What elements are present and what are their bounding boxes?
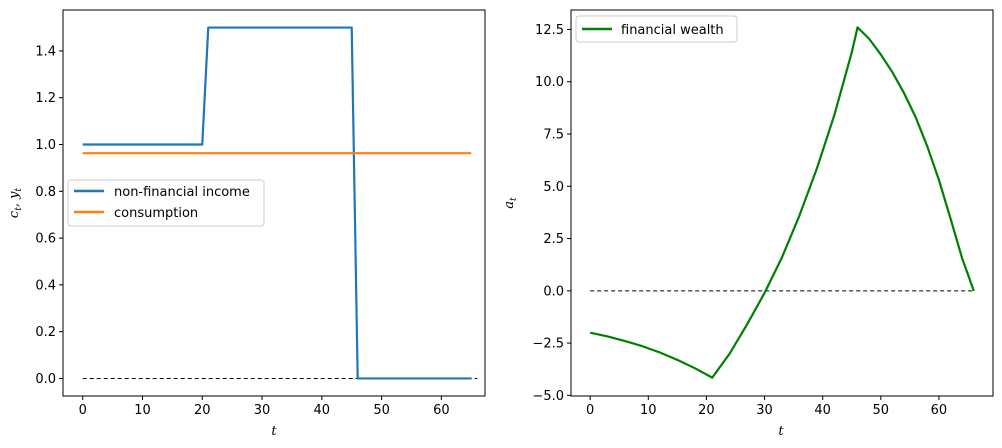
left-x-tick-label: 60	[433, 403, 450, 418]
right-y-tick-label: 0.0	[543, 284, 564, 299]
right-plot-frame	[570, 9, 994, 397]
right-legend-box	[575, 15, 738, 43]
right-y-tick-label: 7.5	[543, 127, 564, 142]
left-x-tick-label: 30	[254, 403, 271, 418]
right-y-tick-label: −2.5	[532, 337, 564, 352]
right-legend-label-wealth: financial wealth	[621, 23, 724, 38]
left-plot-frame	[62, 9, 486, 397]
right-chart: 0 10 20 30 40 50 60 −5.0 −2.5 0.0 2.5 5.0 7.5 10.0 12…	[502, 9, 994, 439]
right-y-tick-label: 12.5	[535, 23, 564, 38]
right-series-group	[589, 26, 975, 379]
right-y-axis-ticks: −5.0 −2.5 0.0 2.5 5.0 7.5 10.0 12.5	[532, 23, 571, 404]
right-x-axis-label: t	[778, 424, 784, 439]
left-series-line-0	[82, 26, 472, 380]
right-y-axis-label: at	[502, 197, 519, 209]
right-x-axis-ticks: 0 10 20 30 40 50 60	[586, 396, 947, 418]
left-chart: 0 10 20 30 40 50 60 0.0 0.2 0.4 0.6 0.8 1.0 1.2 1.4 t…	[7, 9, 486, 439]
left-x-axis-ticks: 0 10 20 30 40 50 60	[79, 396, 450, 418]
left-x-tick-label: 0	[79, 403, 87, 418]
left-legend-label-income: non-financial income	[114, 185, 250, 200]
right-y-tick-label: 2.5	[543, 232, 564, 247]
left-y-tick-label: 1.4	[35, 44, 56, 59]
left-y-axis-label: ct, yt	[7, 188, 24, 219]
right-x-tick-label: 0	[586, 403, 594, 418]
left-x-tick-label: 40	[314, 403, 331, 418]
left-y-tick-label: 0.8	[35, 185, 56, 200]
right-series-line-0	[589, 26, 975, 379]
left-y-tick-label: 0.4	[35, 278, 56, 293]
right-x-tick-label: 50	[873, 403, 890, 418]
left-y-tick-label: 0.2	[35, 325, 56, 340]
right-x-tick-label: 60	[931, 403, 948, 418]
left-x-axis-label: t	[271, 424, 277, 439]
left-y-tick-label: 0.0	[35, 372, 56, 387]
left-x-tick-label: 20	[194, 403, 211, 418]
right-y-tick-label: 10.0	[535, 75, 564, 90]
left-y-tick-label: 1.2	[35, 91, 56, 106]
right-x-tick-label: 10	[640, 403, 657, 418]
left-y-tick-label: 1.0	[35, 138, 56, 153]
left-legend-label-consumption: consumption	[114, 206, 198, 221]
right-y-tick-label: −5.0	[532, 389, 564, 404]
left-y-tick-label: 0.6	[35, 232, 56, 247]
left-y-axis-ticks: 0.0 0.2 0.4 0.6 0.8 1.0 1.2 1.4	[35, 44, 63, 387]
right-x-tick-label: 40	[814, 403, 831, 418]
right-legend: financial wealth	[575, 15, 738, 43]
left-x-tick-label: 50	[373, 403, 390, 418]
left-legend-box	[67, 179, 265, 227]
right-x-tick-label: 30	[756, 403, 773, 418]
right-y-tick-label: 5.0	[543, 180, 564, 195]
right-x-tick-label: 20	[698, 403, 715, 418]
left-legend: non-financial income consumption	[67, 179, 265, 227]
left-series-group	[82, 26, 478, 380]
left-x-tick-label: 10	[134, 403, 151, 418]
